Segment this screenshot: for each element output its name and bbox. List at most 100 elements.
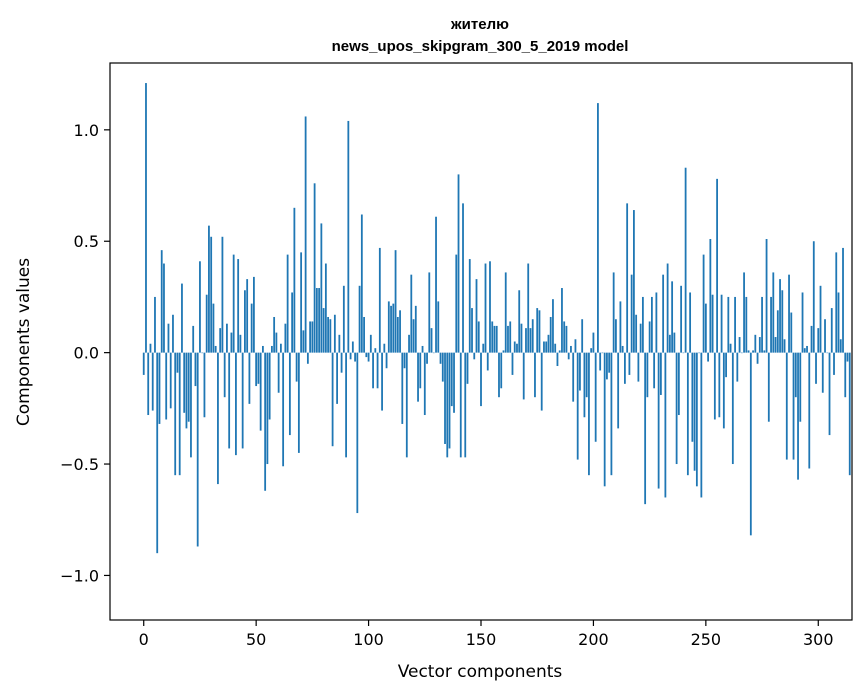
bar-295 bbox=[806, 345, 808, 353]
bar-135 bbox=[446, 352, 449, 458]
x-axis-ticks: 0 50 100 150 200 250 300 bbox=[139, 620, 834, 649]
bar-266 bbox=[740, 352, 743, 354]
y-tick-label: −1.0 bbox=[60, 566, 99, 585]
bar-215 bbox=[626, 203, 629, 353]
bar-209 bbox=[612, 272, 615, 353]
bar-271 bbox=[752, 350, 754, 353]
bar-194 bbox=[579, 352, 581, 391]
bar-63 bbox=[284, 323, 287, 353]
bar-156 bbox=[493, 325, 496, 353]
bar-175 bbox=[536, 308, 539, 353]
bar-169 bbox=[522, 352, 525, 400]
bar-218 bbox=[633, 210, 635, 353]
bar-201 bbox=[594, 352, 597, 442]
bar-313 bbox=[846, 352, 849, 362]
bar-33 bbox=[217, 352, 219, 485]
bar-121 bbox=[414, 305, 417, 353]
bar-185 bbox=[558, 350, 561, 353]
bar-105 bbox=[378, 247, 381, 353]
bar-240 bbox=[682, 352, 685, 354]
bar-188 bbox=[565, 325, 568, 353]
bar-149 bbox=[477, 321, 480, 353]
bar-248 bbox=[700, 352, 703, 498]
bar-96 bbox=[358, 285, 361, 353]
bar-159 bbox=[500, 352, 503, 389]
bar-42 bbox=[237, 259, 240, 353]
bar-161 bbox=[504, 272, 507, 353]
bar-153 bbox=[486, 352, 489, 371]
bar-217 bbox=[630, 274, 633, 353]
bar-305 bbox=[828, 352, 831, 436]
bar-74 bbox=[309, 321, 312, 353]
bar-115 bbox=[401, 352, 404, 424]
bar-166 bbox=[516, 343, 518, 353]
bar-143 bbox=[464, 352, 467, 458]
bar-177 bbox=[540, 352, 543, 411]
x-axis-label: Vector components bbox=[398, 662, 563, 682]
bar-254 bbox=[713, 352, 716, 420]
bar-193 bbox=[576, 352, 579, 460]
bar-141 bbox=[459, 352, 462, 458]
bar-189 bbox=[567, 352, 570, 360]
bar-145 bbox=[468, 259, 471, 353]
bar-238 bbox=[677, 352, 680, 416]
bar-162 bbox=[507, 325, 509, 353]
bar-35 bbox=[221, 236, 224, 353]
bar-267 bbox=[743, 272, 745, 353]
bar-108 bbox=[385, 352, 388, 369]
bar-165 bbox=[513, 341, 516, 353]
bar-40 bbox=[232, 254, 235, 353]
bar-291 bbox=[797, 352, 799, 480]
bar-83 bbox=[329, 319, 332, 353]
bars-group bbox=[142, 83, 851, 554]
bar-199 bbox=[590, 348, 593, 353]
bar-117 bbox=[405, 352, 408, 458]
bar-9 bbox=[163, 263, 165, 353]
bar-48 bbox=[250, 303, 253, 353]
bar-146 bbox=[471, 308, 473, 353]
bar-304 bbox=[826, 352, 829, 354]
bar-142 bbox=[462, 203, 464, 353]
bar-232 bbox=[664, 352, 667, 498]
bar-228 bbox=[655, 292, 658, 353]
bar-173 bbox=[531, 319, 534, 353]
bar-7 bbox=[158, 352, 161, 424]
bar-137 bbox=[450, 352, 453, 407]
bar-139 bbox=[455, 254, 458, 353]
bar-195 bbox=[581, 319, 584, 353]
bar-180 bbox=[547, 334, 550, 353]
bar-99 bbox=[365, 352, 368, 358]
bar-112 bbox=[394, 250, 397, 353]
bar-43 bbox=[239, 334, 242, 353]
bar-76 bbox=[313, 183, 316, 353]
bar-164 bbox=[511, 352, 514, 375]
bar-262 bbox=[731, 352, 734, 465]
bar-131 bbox=[437, 301, 440, 353]
bar-56 bbox=[268, 352, 271, 420]
bar-147 bbox=[473, 352, 476, 360]
bar-160 bbox=[502, 350, 505, 353]
bar-251 bbox=[707, 352, 709, 362]
bar-282 bbox=[776, 310, 779, 353]
bar-290 bbox=[794, 352, 797, 398]
bar-220 bbox=[637, 352, 640, 382]
bar-75 bbox=[311, 321, 314, 353]
bar-2 bbox=[147, 352, 150, 416]
bar-224 bbox=[646, 352, 649, 398]
bar-168 bbox=[520, 323, 523, 353]
bar-38 bbox=[228, 352, 231, 449]
bar-19 bbox=[185, 352, 188, 429]
bar-244 bbox=[691, 352, 694, 442]
bar-211 bbox=[617, 352, 620, 429]
bar-81 bbox=[324, 263, 327, 353]
bar-133 bbox=[441, 352, 444, 382]
bar-95 bbox=[356, 352, 359, 514]
bar-77 bbox=[315, 288, 318, 353]
bar-213 bbox=[621, 345, 624, 353]
bar-151 bbox=[482, 343, 485, 353]
bar-283 bbox=[779, 279, 781, 353]
bar-221 bbox=[639, 323, 642, 353]
bar-125 bbox=[423, 352, 426, 416]
bar-122 bbox=[417, 352, 419, 402]
bar-272 bbox=[754, 334, 757, 353]
